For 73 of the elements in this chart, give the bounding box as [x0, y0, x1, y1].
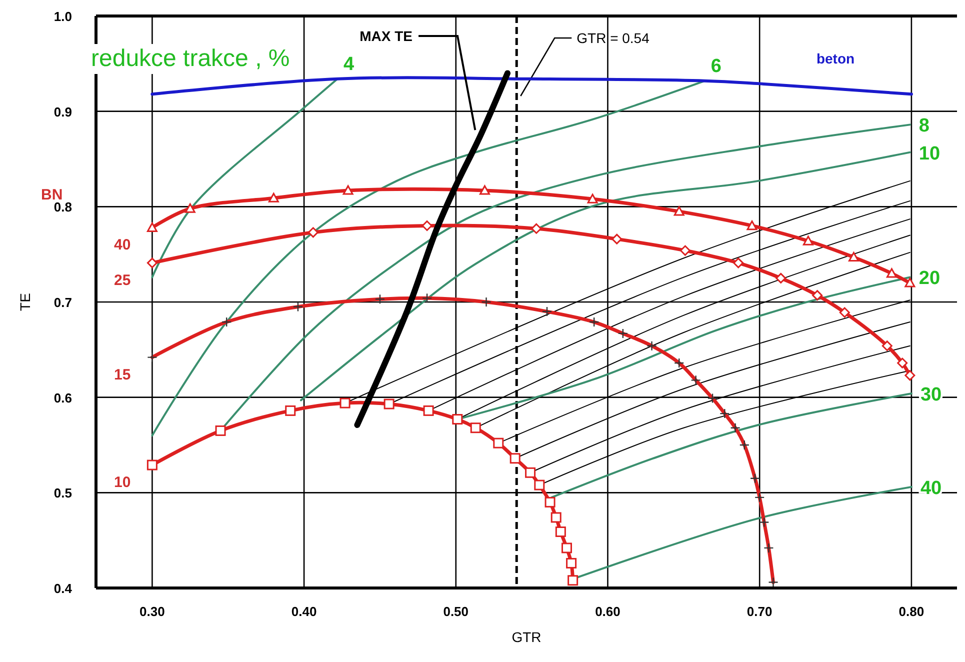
point: [904, 278, 916, 288]
point: [555, 526, 566, 538]
line-series: [150, 76, 913, 96]
point: [776, 272, 786, 284]
point: [612, 234, 622, 244]
point: [146, 258, 158, 268]
point: [308, 227, 318, 238]
series-label: 40: [114, 236, 131, 254]
point: [812, 290, 823, 301]
point: [452, 414, 463, 425]
ref-line-label: GTR = 0.54: [576, 30, 650, 46]
point: [531, 223, 542, 234]
y-tick-label: 0.5: [54, 486, 72, 501]
x-tick-label: 0.70: [746, 604, 772, 619]
text: MAX TE: [360, 28, 413, 44]
line-series: [151, 78, 338, 278]
point: [423, 405, 434, 416]
point: [561, 542, 572, 554]
point: [550, 512, 562, 523]
point: [839, 307, 850, 318]
series-label: 4: [343, 54, 354, 75]
series-label: 10: [918, 143, 940, 164]
series-label: 15: [114, 366, 131, 384]
point: [470, 422, 481, 434]
point: [544, 496, 556, 508]
point: [746, 220, 758, 230]
point: [146, 222, 158, 232]
point: [493, 438, 504, 448]
point: [384, 398, 394, 410]
point: [848, 252, 859, 262]
point: [184, 203, 196, 213]
point: [733, 258, 744, 268]
y-tick-label: 1.0: [54, 9, 72, 24]
point: [802, 236, 814, 246]
point: [422, 220, 432, 231]
point: [568, 575, 578, 586]
series-label: 6: [710, 56, 722, 77]
point: [215, 425, 226, 436]
point: [882, 340, 892, 352]
point: [146, 460, 158, 470]
series-label: 8: [918, 116, 930, 137]
point: [680, 245, 690, 256]
x-axis-title: GTR: [512, 629, 542, 645]
annotation: redukce trakce , %: [91, 45, 290, 72]
point: [534, 480, 545, 490]
point: [342, 185, 354, 195]
y-tick-label: 0.7: [54, 295, 72, 310]
point: [268, 192, 279, 202]
point: [479, 185, 490, 195]
x-tick-label: 0.40: [291, 604, 317, 619]
point: [904, 370, 916, 381]
x-tick-label: 0.30: [140, 604, 165, 619]
series-label: beton: [816, 50, 855, 67]
line-series: [300, 151, 911, 402]
point: [886, 268, 897, 278]
point: [587, 194, 598, 204]
point: [510, 453, 520, 464]
point: [674, 206, 684, 216]
y-tick-label: 0.6: [54, 390, 72, 406]
y-tick-label: 0.9: [54, 104, 72, 120]
point: [897, 358, 908, 368]
y-tick-label: 0.4: [54, 581, 73, 596]
x-tick-label: 0.60: [595, 604, 620, 619]
x-tick-label: 0.50: [443, 604, 469, 619]
x-tick-label: 0.80: [898, 604, 924, 619]
series-label: 20: [918, 268, 940, 290]
series-label: 25: [114, 272, 131, 289]
point: [525, 467, 536, 478]
point: [285, 405, 296, 416]
point: [340, 398, 350, 408]
y-axis-title: TE: [17, 293, 33, 311]
series-label: 10: [114, 474, 131, 492]
point: [566, 558, 577, 568]
